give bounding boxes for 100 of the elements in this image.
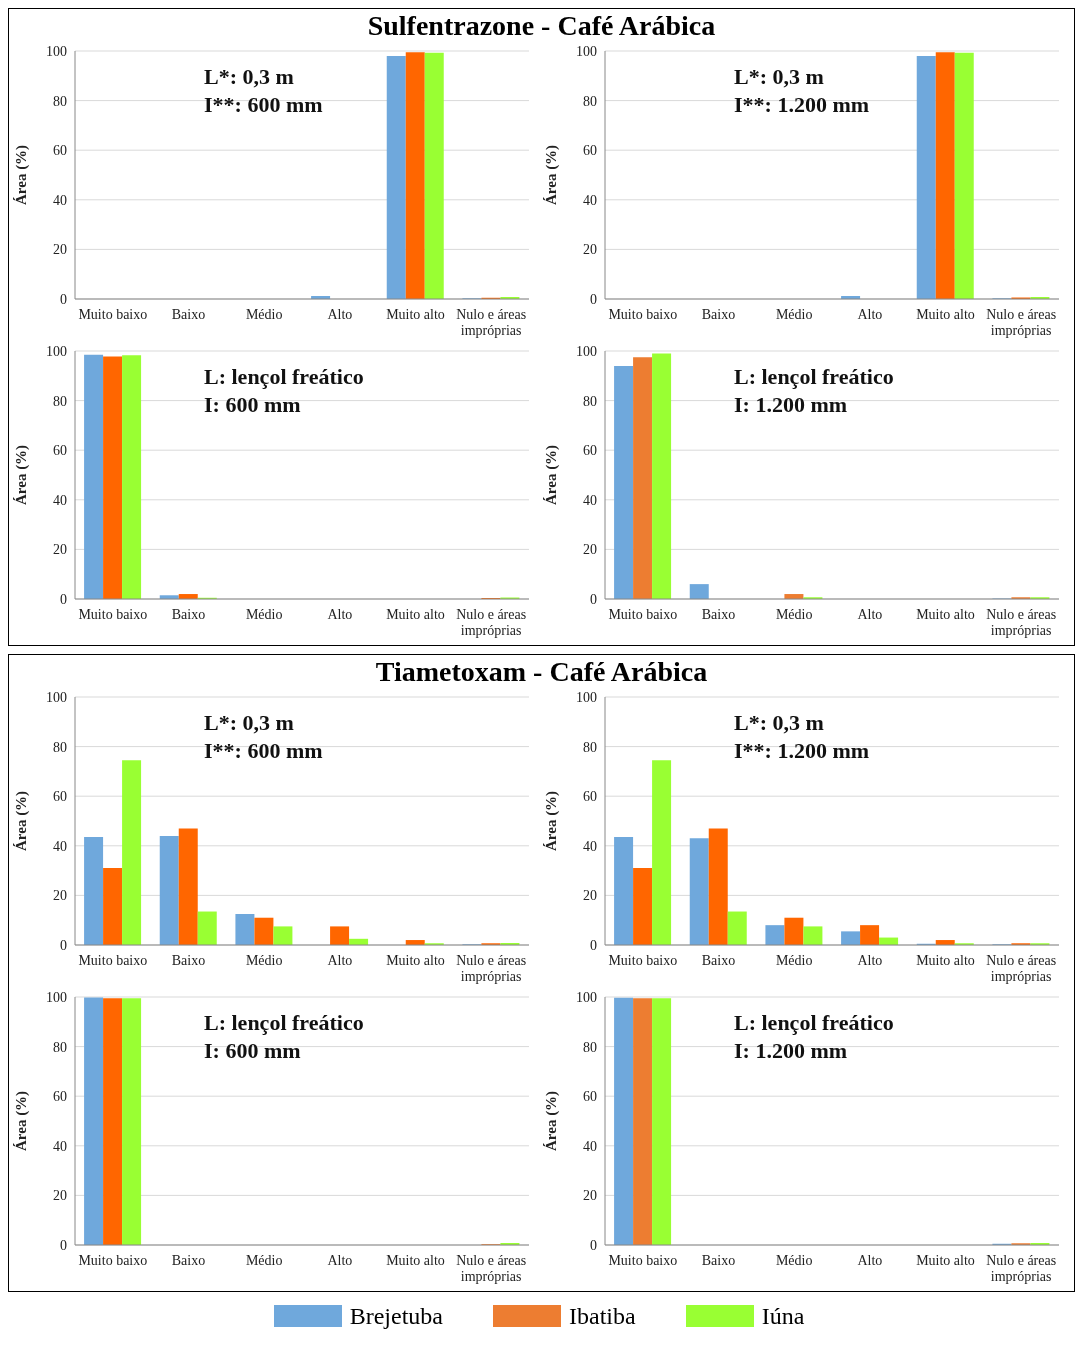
y-tick-label: 100 [46, 989, 67, 1005]
y-tick-label: 60 [583, 143, 597, 159]
x-tick-label: Baixo [171, 307, 206, 322]
y-tick-label: 20 [53, 542, 67, 558]
legend-label: Brejetuba [349, 1303, 443, 1329]
annotation: L: lençol freático [734, 363, 894, 391]
x-tick-label: Nulo e áreas impróprias [456, 1253, 527, 1284]
y-tick-label: 100 [576, 989, 597, 1005]
x-tick-label: Muito baixo [608, 607, 678, 622]
x-tick-label: Baixo [701, 1253, 736, 1268]
x-tick-label: Nulo e áreas impróprias [456, 307, 527, 338]
y-tick-label: 80 [583, 93, 597, 109]
y-tick-label: 20 [583, 1188, 597, 1204]
x-tick-label: Alto [857, 307, 883, 322]
x-tick-label: Muito baixo [78, 307, 148, 322]
x-tick-label: Muito baixo [608, 953, 678, 968]
annotation: L*: 0,3 m [734, 63, 825, 91]
annotation: I: 1.200 mm [734, 1037, 849, 1065]
y-tick-label: 20 [53, 1188, 67, 1204]
y-axis-title: Área (%) [543, 790, 561, 851]
annotation: L*: 0,3 m [204, 63, 295, 91]
x-tick-label: Alto [327, 1253, 353, 1268]
y-tick-label: 20 [53, 888, 67, 904]
y-tick-label: 20 [583, 542, 597, 558]
y-axis-title: Área (%) [13, 790, 31, 851]
y-axis-title: Área (%) [13, 144, 31, 205]
x-tick-label: Alto [327, 307, 353, 322]
y-tick-label: 100 [46, 343, 67, 359]
y-tick-label: 40 [53, 492, 67, 508]
annotation: I: 600 mm [204, 1037, 302, 1065]
y-tick-label: 80 [53, 739, 67, 755]
y-tick-label: 20 [53, 242, 67, 258]
y-axis-title: Área (%) [543, 1090, 561, 1151]
annotation: I**: 600 mm [204, 91, 323, 119]
x-tick-label: Muito alto [386, 953, 445, 968]
y-tick-label: 0 [590, 591, 597, 607]
x-tick-label: Baixo [171, 1253, 206, 1268]
x-tick-label: Muito alto [386, 1253, 445, 1268]
y-tick-label: 100 [576, 343, 597, 359]
annotation: I**: 600 mm [204, 737, 323, 765]
y-tick-label: 40 [53, 1138, 67, 1154]
x-tick-label: Médio [245, 607, 283, 622]
y-tick-label: 0 [590, 1237, 597, 1253]
y-tick-label: 60 [583, 443, 597, 459]
y-tick-label: 80 [583, 393, 597, 409]
x-tick-label: Médio [775, 1253, 813, 1268]
y-tick-label: 40 [583, 1138, 597, 1154]
y-tick-label: 100 [46, 689, 67, 705]
x-tick-label: Médio [245, 1253, 283, 1268]
chart-title: Tiametoxam - Café Arábica [374, 655, 709, 689]
x-tick-label: Muito alto [386, 607, 445, 622]
x-tick-label: Baixo [701, 607, 736, 622]
y-tick-label: 20 [583, 242, 597, 258]
x-tick-label: Alto [327, 607, 353, 622]
x-tick-label: Baixo [171, 953, 206, 968]
x-tick-label: Muito baixo [78, 1253, 148, 1268]
annotation: L: lençol freático [734, 1009, 894, 1037]
y-tick-label: 60 [53, 789, 67, 805]
y-tick-label: 0 [590, 937, 597, 953]
annotation: I: 1.200 mm [734, 391, 849, 419]
y-tick-label: 100 [576, 43, 597, 59]
x-tick-label: Muito alto [916, 607, 975, 622]
y-tick-label: 80 [53, 93, 67, 109]
x-tick-label: Baixo [171, 607, 206, 622]
x-tick-label: Muito alto [916, 953, 975, 968]
y-tick-label: 60 [583, 789, 597, 805]
x-tick-label: Muito alto [916, 307, 975, 322]
x-tick-label: Médio [245, 953, 283, 968]
x-tick-label: Muito baixo [78, 953, 148, 968]
y-tick-label: 40 [53, 192, 67, 208]
y-tick-label: 20 [583, 888, 597, 904]
y-tick-label: 100 [46, 43, 67, 59]
y-tick-label: 80 [53, 1039, 67, 1055]
y-tick-label: 40 [583, 492, 597, 508]
y-tick-label: 60 [583, 1089, 597, 1105]
y-tick-label: 40 [583, 838, 597, 854]
x-tick-label: Nulo e áreas impróprias [986, 953, 1057, 984]
y-tick-label: 100 [576, 689, 597, 705]
y-axis-title: Área (%) [13, 444, 31, 505]
y-tick-label: 80 [53, 393, 67, 409]
x-tick-label: Médio [775, 607, 813, 622]
annotation: L: lençol freático [204, 1009, 364, 1037]
x-tick-label: Alto [857, 1253, 883, 1268]
y-tick-label: 60 [53, 443, 67, 459]
x-tick-label: Médio [245, 307, 283, 322]
x-tick-label: Médio [775, 307, 813, 322]
y-tick-label: 80 [583, 739, 597, 755]
y-tick-label: 60 [53, 143, 67, 159]
y-axis-title: Área (%) [543, 444, 561, 505]
y-tick-label: 0 [60, 1237, 67, 1253]
x-tick-label: Muito baixo [608, 307, 678, 322]
annotation: L*: 0,3 m [734, 709, 825, 737]
x-tick-label: Alto [857, 953, 883, 968]
y-tick-label: 0 [60, 291, 67, 307]
x-tick-label: Alto [327, 953, 353, 968]
x-tick-label: Nulo e áreas impróprias [456, 607, 527, 638]
x-tick-label: Muito alto [916, 1253, 975, 1268]
x-tick-label: Muito baixo [608, 1253, 678, 1268]
annotation: I**: 1.200 mm [734, 91, 870, 119]
x-tick-label: Nulo e áreas impróprias [456, 953, 527, 984]
